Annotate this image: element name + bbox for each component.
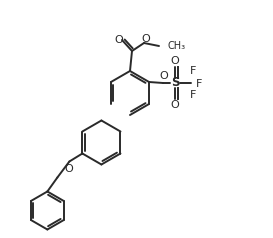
Text: O: O: [64, 164, 73, 174]
Text: CH₃: CH₃: [168, 41, 186, 51]
Text: F: F: [190, 66, 196, 76]
Text: O: O: [171, 100, 179, 110]
Text: S: S: [171, 76, 179, 89]
Text: O: O: [142, 34, 150, 44]
Text: O: O: [115, 35, 123, 45]
Text: O: O: [160, 71, 168, 81]
Text: F: F: [190, 90, 196, 100]
Text: O: O: [171, 56, 179, 66]
Text: F: F: [196, 79, 202, 89]
